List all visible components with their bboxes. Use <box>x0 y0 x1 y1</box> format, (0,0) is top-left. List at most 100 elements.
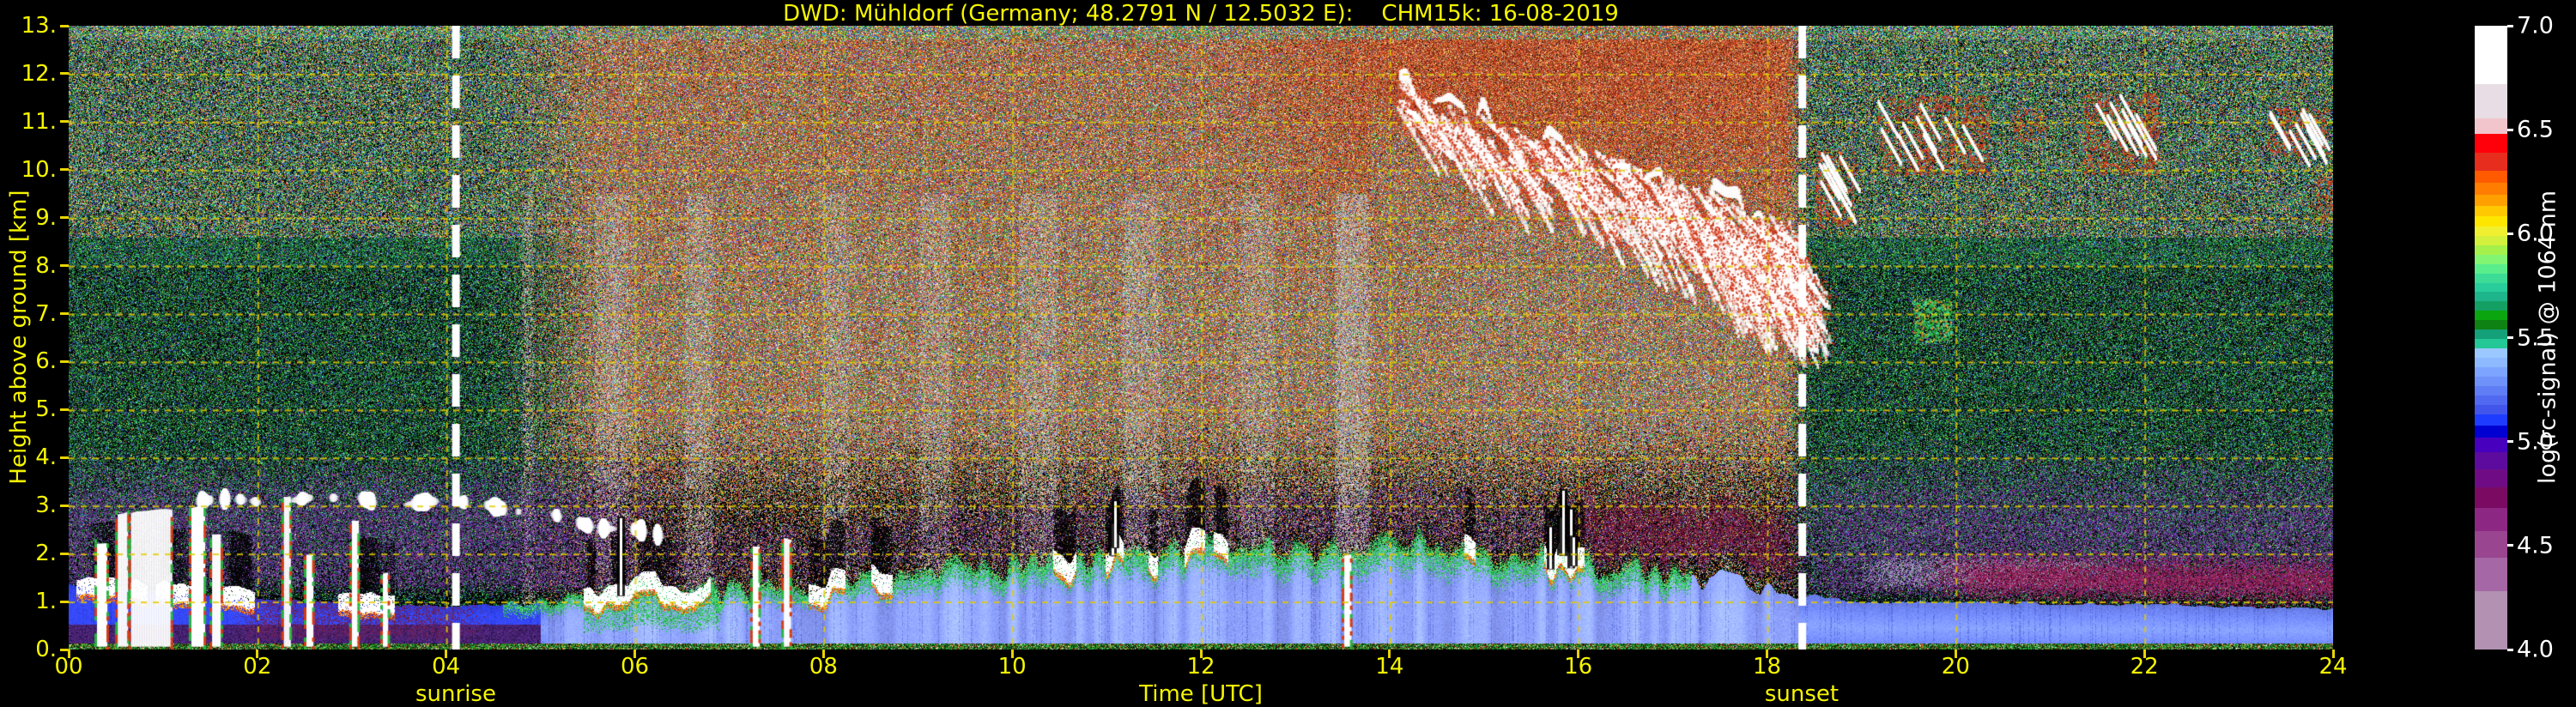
colorbar-segment <box>2475 386 2507 396</box>
colorbar-segment <box>2475 320 2507 330</box>
colorbar-segment <box>2475 348 2507 359</box>
x-tick-label: 22 <box>2130 654 2159 680</box>
y-tick-mark <box>60 264 69 268</box>
colorbar-segment <box>2475 329 2507 340</box>
y-tick-mark <box>60 504 69 507</box>
colorbar-tick-label: 4.0 <box>2517 636 2554 663</box>
x-tick-label: 06 <box>620 654 650 680</box>
colorbar-tick-mark <box>2507 128 2513 131</box>
colorbar-segment <box>2475 263 2507 274</box>
x-tick-mark <box>1766 650 1768 658</box>
colorbar-segment <box>2475 292 2507 302</box>
colorbar-segment <box>2475 206 2507 216</box>
x-tick-mark <box>821 650 825 658</box>
colorbar-segment <box>2475 425 2507 438</box>
colorbar-segment <box>2475 254 2507 264</box>
colorbar-segment <box>2475 84 2507 118</box>
y-tick-label: 10. <box>21 156 57 183</box>
y-tick-mark <box>60 120 69 124</box>
colorbar-segment <box>2475 377 2507 387</box>
x-tick-label: 18 <box>1752 654 1782 680</box>
colorbar-segment <box>2475 339 2507 349</box>
y-tick-label: 3. <box>35 492 57 519</box>
y-tick-mark <box>60 72 69 76</box>
colorbar-segment <box>2475 245 2507 255</box>
x-tick-mark <box>67 650 70 658</box>
colorbar-segment <box>2475 487 2507 508</box>
colorbar-tick-label: 7.0 <box>2517 12 2554 39</box>
y-tick-label: 11. <box>21 108 57 135</box>
x-tick-mark <box>1199 650 1203 658</box>
x-tick-mark <box>2331 650 2335 658</box>
colorbar-segment <box>2475 235 2507 245</box>
y-tick-mark <box>60 360 69 363</box>
colorbar-segment <box>2475 273 2507 283</box>
colorbar-tick-mark <box>2507 648 2513 651</box>
colorbar-segment <box>2475 194 2507 207</box>
y-tick-label: 7. <box>35 300 57 327</box>
colorbar-segment <box>2475 358 2507 368</box>
y-tick-label: 0. <box>35 637 57 662</box>
y-tick-mark <box>60 648 69 651</box>
sunrise-label: sunrise <box>415 681 496 707</box>
y-tick-label: 1. <box>35 589 57 615</box>
x-tick-label: 00 <box>54 654 83 680</box>
x-tick-label: 20 <box>1941 654 1970 680</box>
y-tick-mark <box>60 216 69 220</box>
y-axis-label: Height above ground [km] <box>6 190 32 485</box>
colorbar-segment <box>2475 507 2507 531</box>
x-tick-label: 24 <box>2318 654 2348 680</box>
x-tick-label: 16 <box>1564 654 1593 680</box>
colorbar-segment <box>2475 133 2507 153</box>
colorbar-segment <box>2475 152 2507 172</box>
colorbar-tick-label: 4.5 <box>2517 532 2554 559</box>
y-tick-mark <box>60 600 69 603</box>
colorbar-tick-mark <box>2507 440 2513 444</box>
colorbar-segment <box>2475 311 2507 321</box>
colorbar-segment <box>2475 530 2507 559</box>
colorbar-segment <box>2475 414 2507 426</box>
y-tick-label: 6. <box>35 348 57 375</box>
colorbar-segment <box>2475 282 2507 292</box>
colorbar-segment <box>2475 468 2507 488</box>
y-tick-label: 5. <box>35 396 57 423</box>
y-tick-label: 2. <box>35 541 57 567</box>
colorbar-tick-mark <box>2507 544 2513 547</box>
colorbar-tick-mark <box>2507 232 2513 235</box>
colorbar-segment <box>2475 452 2507 469</box>
x-tick-mark <box>633 650 636 658</box>
y-tick-mark <box>60 24 69 27</box>
y-tick-label: 4. <box>35 444 57 471</box>
colorbar-tick-label: 5.5 <box>2517 324 2554 351</box>
colorbar-segment <box>2475 437 2507 453</box>
colorbar-tick-label: 5.0 <box>2517 428 2554 456</box>
x-tick-label: 02 <box>243 654 272 680</box>
colorbar-segment <box>2475 226 2507 236</box>
backscatter-heatmap <box>69 26 2333 650</box>
x-tick-label: 14 <box>1375 654 1404 680</box>
colorbar-segment <box>2475 591 2507 650</box>
y-tick-label: 13. <box>21 13 57 39</box>
x-tick-mark <box>1954 650 1957 658</box>
colorbar-tick-mark <box>2507 24 2513 27</box>
colorbar-segment <box>2475 301 2507 311</box>
x-tick-label: 04 <box>432 654 461 680</box>
x-tick-mark <box>445 650 448 658</box>
x-tick-label: 08 <box>809 654 838 680</box>
y-tick-mark <box>60 552 69 555</box>
colorbar-segment <box>2475 558 2507 592</box>
x-tick-mark <box>1577 650 1580 658</box>
x-axis-label: Time [UTC] <box>1139 681 1263 707</box>
x-tick-mark <box>2143 650 2146 658</box>
colorbar-segment <box>2475 118 2507 134</box>
colorbar-segment <box>2475 215 2507 227</box>
x-tick-mark <box>256 650 259 658</box>
y-tick-mark <box>60 312 69 316</box>
colorbar <box>2475 26 2507 650</box>
y-tick-label: 9. <box>35 204 57 231</box>
y-tick-mark <box>60 456 69 459</box>
y-tick-label: 12. <box>21 60 57 87</box>
colorbar-tick-mark <box>2507 336 2513 339</box>
y-tick-mark <box>60 168 69 172</box>
